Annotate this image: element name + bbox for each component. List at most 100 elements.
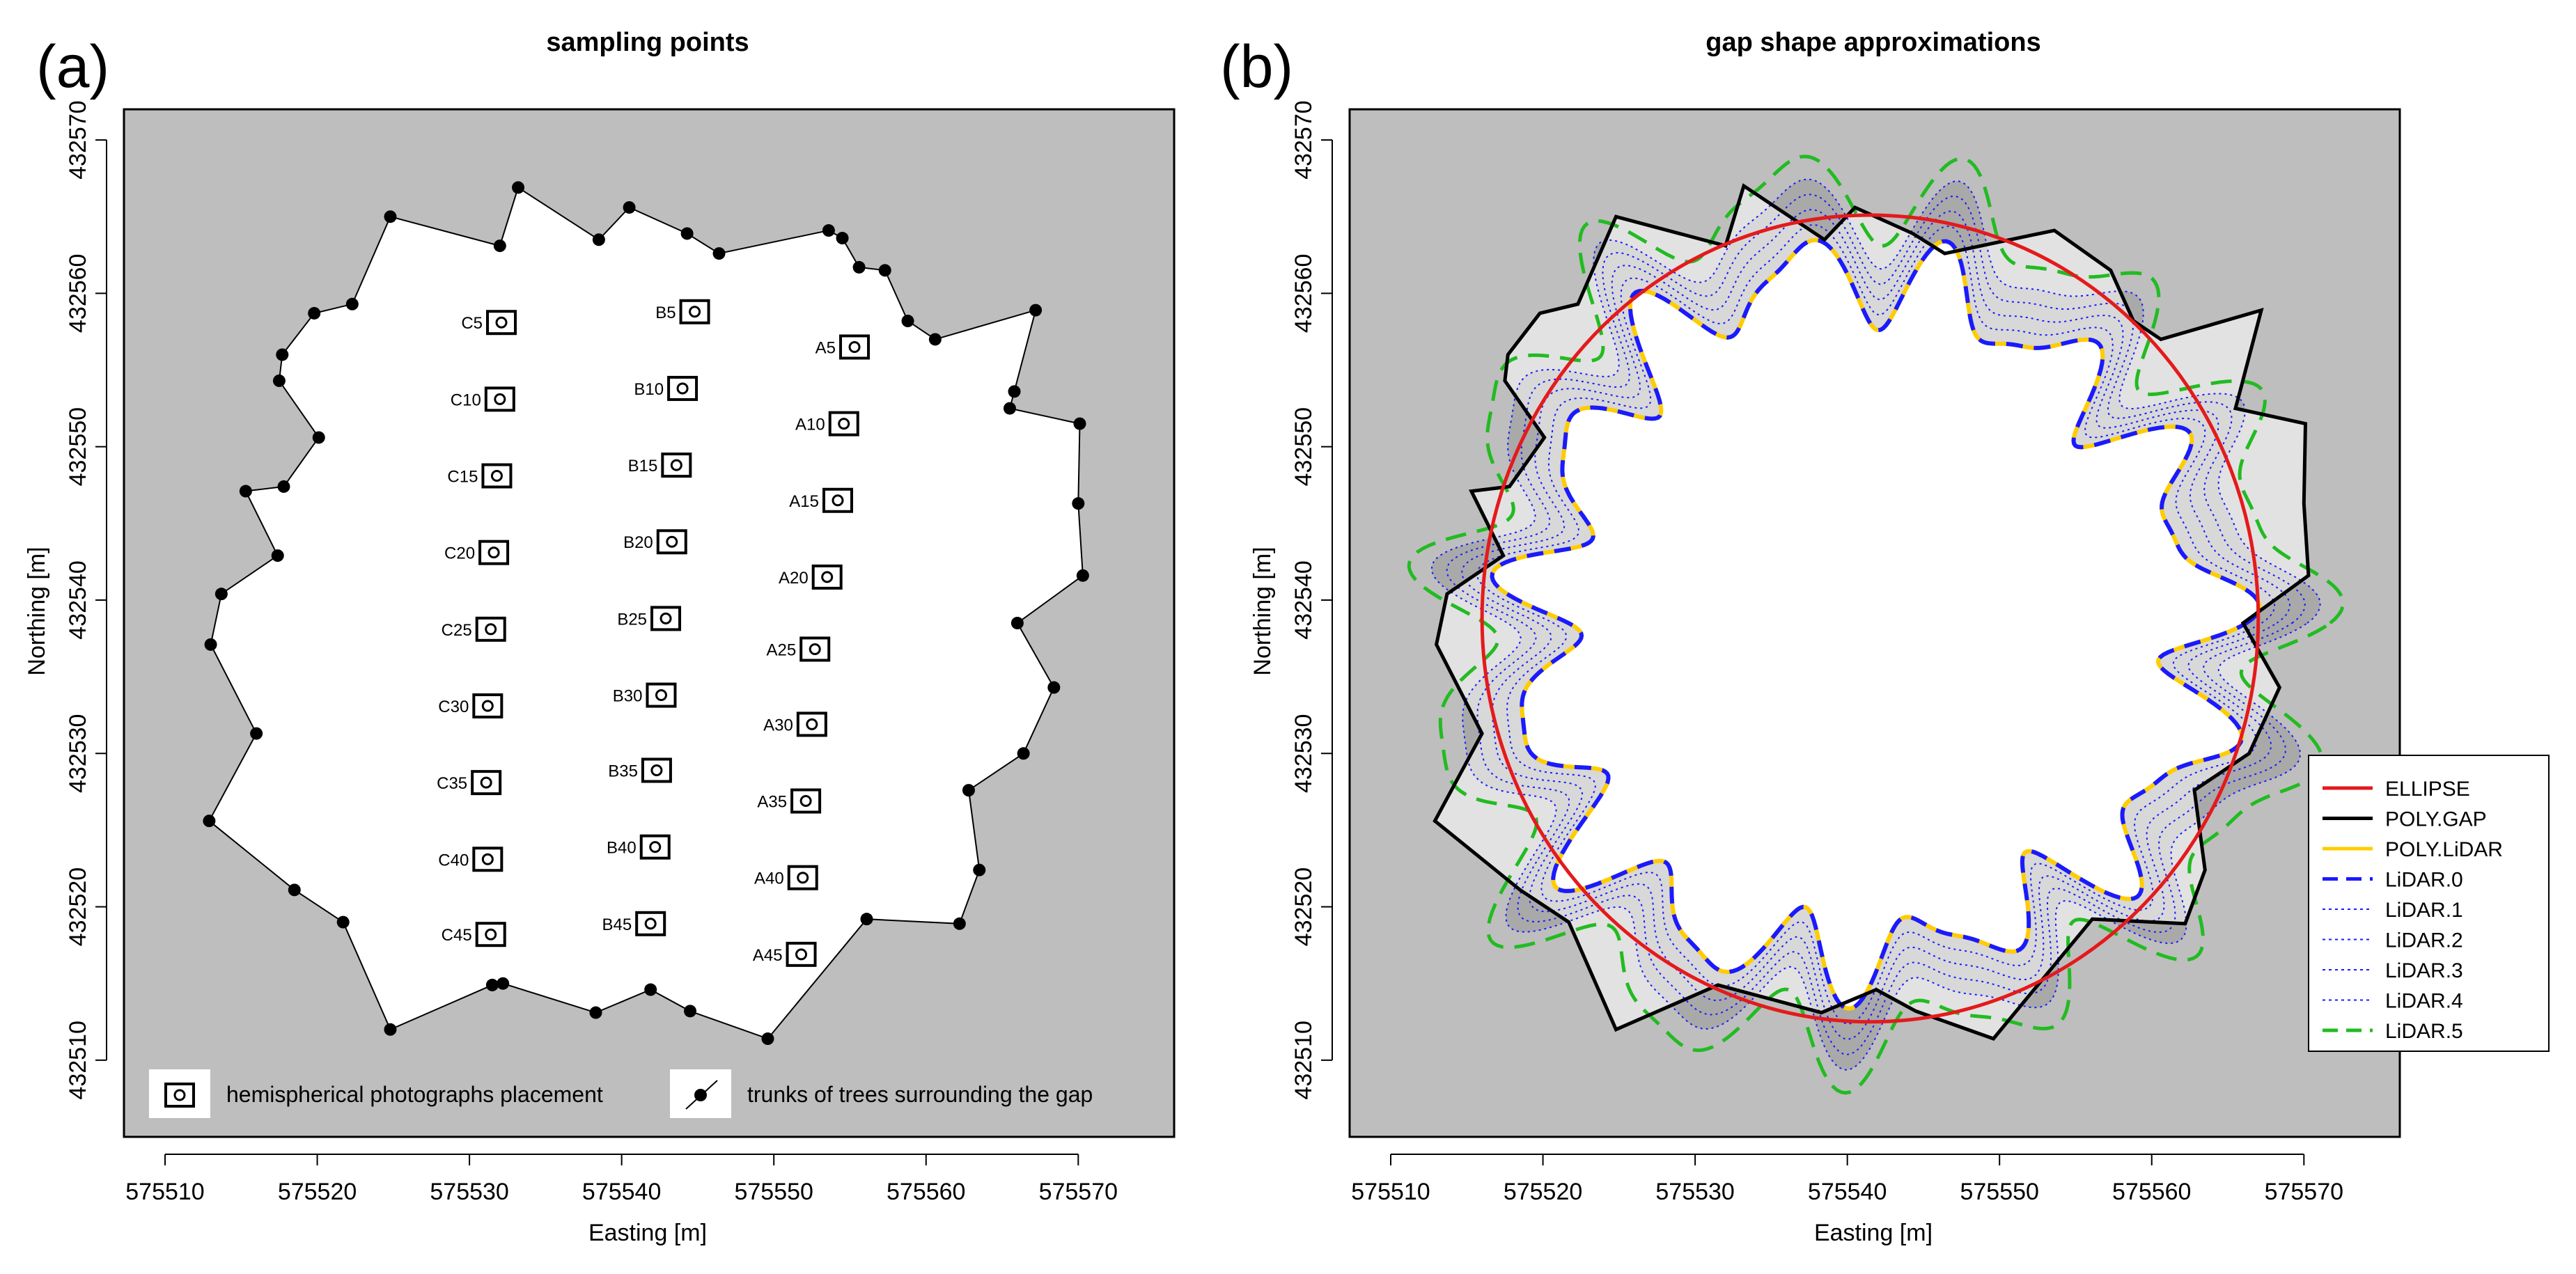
photo-point-C25-circle (485, 623, 497, 636)
lidar-2-line (1461, 209, 2291, 1040)
legend-photo-box (149, 1069, 210, 1118)
panel-b-x-tick-label: 575530 (1655, 1179, 1734, 1205)
tree-trunk-point (1010, 617, 1024, 629)
panel-b-xlabel: Easting [m] (1814, 1220, 1933, 1246)
photo-point-A5 (839, 334, 871, 360)
photo-point-B20 (656, 529, 687, 555)
panel-b-ylabel: Northing [m] (1249, 546, 1276, 675)
photo-label-A30: A30 (763, 716, 793, 734)
panel-a-y-tick-label: 432520 (65, 867, 91, 946)
panel-a-x-tick-label: 575520 (278, 1179, 357, 1205)
photo-point-C10-circle (494, 393, 506, 405)
tree-trunk-point (271, 549, 284, 563)
legend-photo-symbol (164, 1083, 195, 1108)
legend-label-LiDAR.3: LiDAR.3 (2385, 959, 2463, 982)
panel-a-y-tick-label: 432530 (65, 714, 91, 793)
tree-trunk-point (644, 983, 657, 996)
photo-point-C20 (478, 540, 510, 565)
photo-point-C15-circle (490, 470, 503, 482)
photo-label-C20: C20 (444, 544, 475, 563)
photo-point-C20-circle (487, 546, 500, 559)
tree-trunk-point (680, 227, 694, 240)
tree-trunk-point (1073, 417, 1086, 430)
photo-label-A25: A25 (767, 640, 797, 659)
photo-label-C45: C45 (442, 926, 472, 945)
photo-point-B30-circle (655, 689, 667, 702)
tree-trunk-point (277, 480, 290, 493)
panel-a-legend: hemispherical photographs placement trun… (149, 1069, 1093, 1118)
photo-point-A15 (822, 487, 854, 513)
legend-tree-symbol-dot (694, 1089, 707, 1101)
photo-label-B45: B45 (602, 915, 632, 934)
tree-trunk-point (336, 915, 350, 929)
tree-trunk-point (239, 485, 252, 498)
tree-trunk-point (973, 863, 986, 876)
photo-point-B5-circle (689, 306, 701, 318)
tree-trunk-point (901, 315, 914, 328)
legend-label-LiDAR.4: LiDAR.4 (2385, 990, 2463, 1013)
tree-trunk-point (485, 978, 499, 991)
tree-trunk-point (712, 247, 726, 260)
photo-point-C40-circle (481, 853, 494, 865)
tree-trunk-point (384, 210, 397, 223)
legend-label-ELLIPSE: ELLIPSE (2385, 778, 2470, 801)
tree-trunk-point (878, 264, 891, 277)
photo-point-A40-circle (797, 872, 809, 884)
photo-point-B5 (679, 299, 710, 324)
photo-label-A45: A45 (753, 946, 783, 965)
panel-b: (b) gap shape approximations Easting [m]… (1220, 28, 2550, 1246)
panel-b-y-tick-label: 432570 (1290, 100, 1317, 179)
photo-point-A35 (790, 788, 822, 814)
tree-trunk-point (493, 239, 506, 253)
legend-label-LiDAR.1: LiDAR.1 (2385, 899, 2463, 922)
tree-trunk-point (623, 200, 636, 214)
tree-trunk-point (204, 638, 217, 651)
photo-point-C5 (486, 310, 517, 336)
tree-trunk-point (1047, 681, 1061, 694)
photo-label-A40: A40 (754, 870, 784, 888)
panel-a-xlabel: Easting [m] (588, 1220, 707, 1246)
photo-label-C25: C25 (442, 621, 472, 640)
tree-trunk-point (1003, 402, 1016, 415)
photo-label-B20: B20 (623, 533, 653, 552)
photo-point-B45 (635, 911, 666, 936)
lidar-5-line (1407, 155, 2345, 1095)
tree-trunk-point (1076, 569, 1089, 582)
photo-label-A20: A20 (779, 569, 809, 588)
photo-point-B40-circle (649, 841, 662, 854)
photo-label-B30: B30 (613, 687, 643, 706)
photo-label-A15: A15 (789, 492, 819, 511)
photo-label-B35: B35 (608, 762, 638, 780)
panel-b-y-tick-label: 432520 (1290, 867, 1317, 946)
photo-point-C30-circle (481, 700, 494, 712)
panel-a-axes: 575510 575520 575530 575540 575550 575560 5755… (65, 100, 1176, 1205)
panel-a-y-tick-label: 432540 (65, 560, 91, 639)
panel-b-plot-area (1350, 109, 2400, 1137)
tree-trunk-point (345, 297, 359, 310)
panel-b-frame (1348, 108, 2401, 1138)
photo-label-C35: C35 (437, 774, 467, 793)
photo-point-C35 (471, 770, 502, 796)
panel-a-y-tick-label: 432510 (65, 1021, 91, 1099)
tree-trunk-point (962, 784, 975, 797)
legend-label-LiDAR.5: LiDAR.5 (2385, 1020, 2463, 1043)
legend-photo-symbol-circle (173, 1089, 186, 1101)
legend-tree-label: trunks of trees surrounding the gap (747, 1082, 1093, 1107)
panel-a-ylabel: Northing [m] (24, 546, 50, 675)
panel-a-y-tick-label: 432550 (65, 407, 91, 486)
photo-point-A40 (787, 865, 818, 890)
panel-b-y-tick-label: 432540 (1290, 560, 1317, 639)
tree-trunk-point (761, 1032, 774, 1046)
tree-trunk-point (272, 374, 286, 387)
panel-a-x-tick-label: 575540 (582, 1179, 661, 1205)
photo-label-C15: C15 (447, 468, 478, 487)
panel-b-y-tick-label: 432510 (1290, 1021, 1317, 1099)
panel-b-y-tick-label: 432550 (1290, 407, 1317, 486)
panel-a: (a) sampling points Easting [m] Northing… (24, 28, 1176, 1246)
poly-gap-line (1433, 183, 2311, 1041)
photo-label-A35: A35 (757, 793, 787, 812)
photo-point-B10 (667, 375, 698, 401)
photo-point-A10 (828, 411, 859, 437)
photo-point-B15-circle (670, 459, 682, 471)
photo-point-C30 (472, 693, 504, 718)
